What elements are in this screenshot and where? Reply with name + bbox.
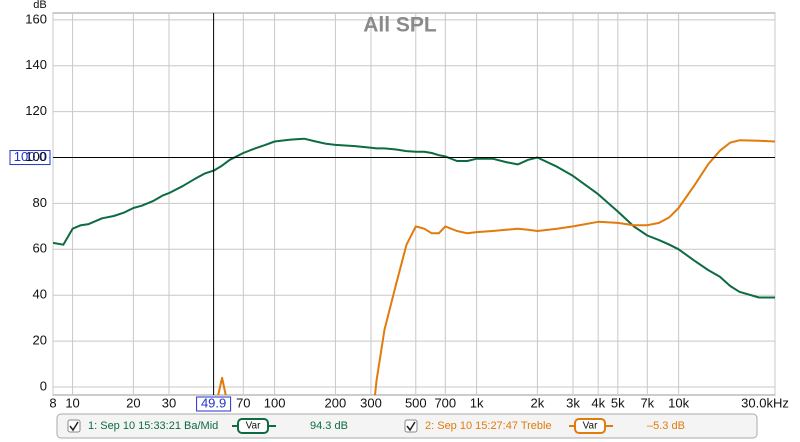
- x-tick-label: 500: [405, 395, 427, 410]
- x-tick-label: 4k: [591, 395, 605, 410]
- series-line: [53, 137, 775, 299]
- plot-area: [52, 12, 776, 396]
- y-tick-label: 40: [33, 287, 47, 302]
- x-tick-label: 70: [236, 395, 250, 410]
- x-tick-label: 10k: [668, 395, 689, 410]
- x-tick-label: 30: [162, 395, 176, 410]
- legend-checkbox[interactable]: [67, 419, 81, 433]
- cursor-y-label: 100.0: [14, 149, 47, 164]
- y-tick-label: 160: [25, 11, 47, 26]
- y-tick-label: 0: [40, 378, 47, 393]
- x-tick-label: 5k: [611, 395, 625, 410]
- x-tick-label: 3k: [566, 395, 580, 410]
- x-tick-label: 1k: [470, 395, 484, 410]
- lines: [53, 137, 775, 395]
- legend-checkbox[interactable]: [404, 419, 418, 433]
- series-line: [217, 139, 775, 395]
- legend-check: [69, 421, 79, 432]
- x-tick-label: 8: [49, 395, 56, 410]
- x-tick-label: 2k: [531, 395, 545, 410]
- y-tick-label: 80: [33, 195, 47, 210]
- x-tick-label: 30.0kHz: [741, 395, 789, 410]
- cursor-x-label: 49.9: [201, 395, 226, 410]
- legend-value: 94.3 dB: [310, 420, 348, 432]
- x-tick-label: 7k: [640, 395, 654, 410]
- legend-check: [406, 421, 416, 432]
- legend-var: Var: [583, 421, 598, 432]
- legend-value: –5.3 dB: [647, 420, 685, 432]
- y-tick-label: 120: [25, 103, 47, 118]
- x-tick-label: 10: [65, 395, 79, 410]
- x-tick-label: 20: [126, 395, 140, 410]
- y-tick-label: 60: [33, 241, 47, 256]
- legend-var-box[interactable]: [237, 418, 269, 434]
- legend-name: 2: Sep 10 15:27:47 Treble: [425, 420, 552, 432]
- y-tick-label: 100: [25, 149, 47, 164]
- cursor-x-box: [196, 396, 232, 412]
- x-tick-label: 200: [325, 395, 347, 410]
- x-tick-label: 700: [434, 395, 456, 410]
- legend-var: Var: [246, 421, 261, 432]
- overlay: 49.9 100.0: [9, 13, 775, 412]
- cursor-y-box: [9, 150, 51, 166]
- chart-title: All SPL: [363, 14, 437, 37]
- x-tick-label: 300: [360, 395, 382, 410]
- x-tick-label: 100: [264, 395, 286, 410]
- y-unit: dB: [33, 0, 46, 11]
- legend-var-box[interactable]: [574, 418, 606, 434]
- legend: 1: Sep 10 15:33:21 Ba/Mid Var 94.3 dB 2: Se…: [67, 418, 685, 434]
- y-tick-label: 20: [33, 333, 47, 348]
- legend-name: 1: Sep 10 15:33:21 Ba/Mid: [88, 420, 218, 432]
- y-tick-label: 140: [25, 57, 47, 72]
